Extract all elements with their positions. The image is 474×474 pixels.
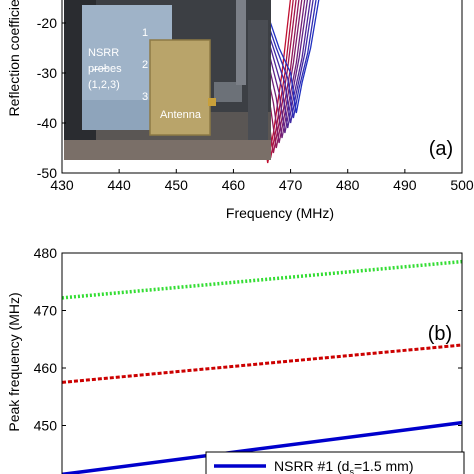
panel-a-series-line [261, 0, 320, 114]
panel-a-xlabel: Frequency (MHz) [226, 205, 334, 221]
photo-label-2: 2 [142, 59, 148, 71]
panel-a-y-tick-label: -40 [37, 115, 57, 131]
legend-label-nsrr1: NSRR #1 (ds=1.5 mm) [274, 458, 413, 474]
legend-box [205, 451, 465, 474]
panel-a-axes: 430 440 450 460 470 480 490 500 -50 -40 -30 -20 [37, 15, 474, 193]
panel-b-y-tick-label: 460 [34, 360, 58, 376]
photo-label-1: 1 [142, 27, 148, 39]
photo-label-nsrr: NSRR [88, 47, 119, 59]
panel-a-x-tick-label: 490 [393, 177, 417, 193]
panel-a-x-tick-label: 480 [336, 177, 360, 193]
inset-photo: 1 2 3 NSRR probes (1,2,3) Antenna [64, 0, 271, 160]
panel-a-x-tick-label: 430 [50, 177, 74, 193]
panel-a-x-tick-label: 470 [279, 177, 303, 193]
panel-a-x-tick-label: 500 [450, 177, 474, 193]
legend-text-main: NSRR #1 (d [274, 458, 349, 474]
panel-a-series-line [256, 0, 314, 124]
panel-b-series-line [61, 343, 463, 384]
panel-b-series-line [61, 259, 463, 300]
panel-b-label: (b) [428, 323, 452, 345]
panel-a-y-tick-label: -30 [37, 65, 57, 81]
panel-b-y-tick-label: 480 [34, 245, 58, 261]
legend: NSRR #1 (ds=1.5 mm) [205, 451, 465, 474]
panel-a-x-tick-label: 460 [222, 177, 246, 193]
photo-label-probe-ids: (1,2,3) [88, 79, 120, 91]
panel-a: Reflection coefficient 1 2 3 NSRR probes… [6, 0, 474, 221]
panel-a-label: (a) [429, 138, 453, 160]
panel-b-y-tick-label: 470 [34, 303, 58, 319]
panel-a-y-tick-label: -20 [37, 15, 57, 31]
photo-label-antenna: Antenna [160, 109, 202, 121]
legend-text-sub: s [349, 467, 354, 474]
panel-a-y-tick-label: -50 [37, 165, 57, 181]
panel-b-y-tick-label: 450 [34, 418, 58, 434]
panel-a-x-tick-label: 450 [165, 177, 189, 193]
photo-label-probes: probes [88, 63, 122, 75]
panel-b-series-line [61, 420, 463, 474]
panel-a-series-line [259, 0, 317, 119]
panel-a-ylabel: Reflection coefficient [6, 0, 22, 116]
panel-a-x-tick-label: 440 [107, 177, 131, 193]
panel-b-series [61, 259, 463, 474]
legend-text-tail: =1.5 mm) [354, 458, 414, 474]
panel-b-ylabel: Peak frequency (MHz) [6, 292, 22, 431]
photo-label-3: 3 [142, 91, 148, 103]
panel-a-frame [61, 0, 463, 174]
